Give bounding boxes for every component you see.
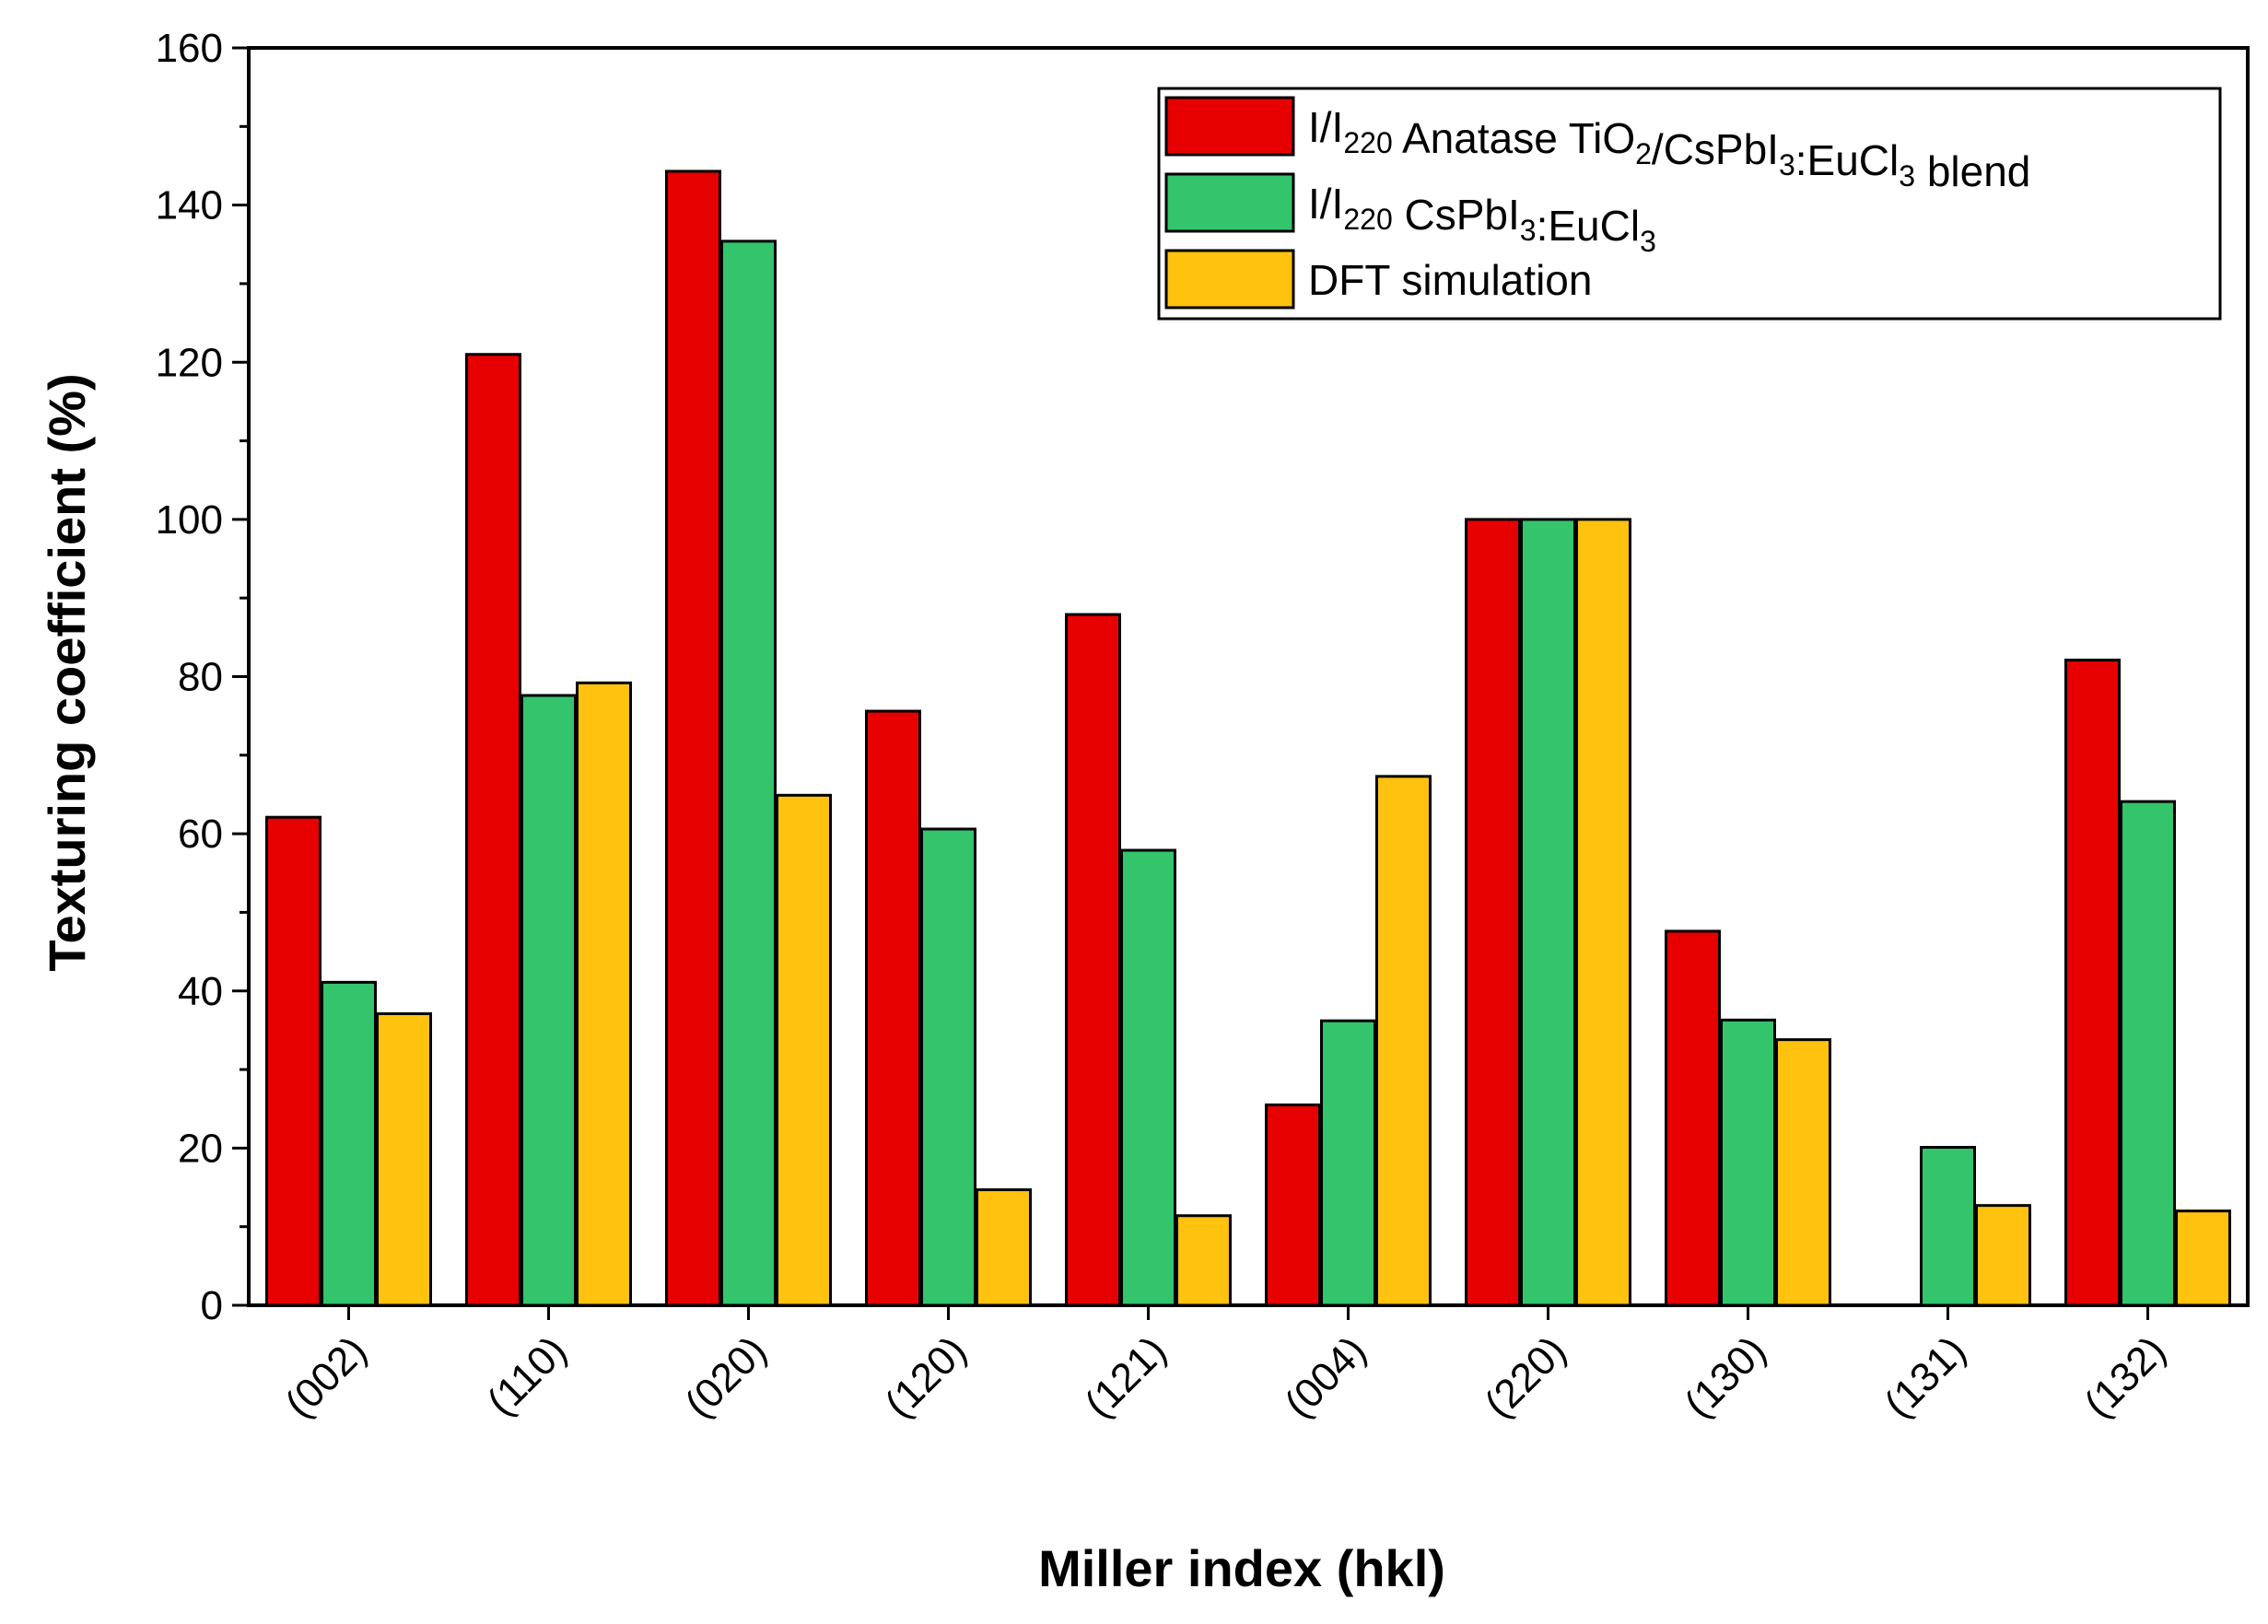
- y-tick-label: 60: [178, 812, 223, 857]
- bar-131-series-2: [1920, 1146, 1976, 1307]
- bar-131-series-3: [1975, 1204, 2031, 1307]
- x-tick-label: (130): [1676, 1327, 1774, 1426]
- axes: [232, 46, 2250, 1320]
- y-tick-label: 140: [156, 183, 223, 228]
- bar-020-series-2: [720, 240, 777, 1307]
- bar-121-series-2: [1120, 848, 1176, 1307]
- legend-swatch-1: [1164, 96, 1295, 157]
- bar-002-series-2: [321, 980, 377, 1307]
- bar-130-series-2: [1720, 1018, 1776, 1307]
- bar-132-series-2: [2120, 800, 2176, 1307]
- x-tick-label: (020): [676, 1327, 775, 1426]
- x-tick-label: (131): [1876, 1327, 1974, 1426]
- bar-120-series-1: [865, 709, 921, 1307]
- bar-220-series-3: [1575, 518, 1631, 1307]
- bar-004-series-3: [1375, 775, 1432, 1307]
- bar-220-series-2: [1520, 518, 1576, 1307]
- bar-002-series-1: [265, 815, 321, 1307]
- bar-121-series-3: [1175, 1214, 1232, 1307]
- x-axis-title: Miller index (hkl): [1038, 1539, 1445, 1597]
- legend-swatch-2: [1164, 172, 1295, 233]
- y-tick-label: 0: [201, 1283, 223, 1328]
- x-tick-label: (132): [2075, 1327, 2174, 1426]
- y-axis-title: Texturing coefficient (%): [38, 373, 96, 971]
- bar-132-series-1: [2064, 659, 2121, 1307]
- legend-box: [1157, 87, 2222, 321]
- bar-002-series-3: [376, 1011, 432, 1307]
- bar-132-series-3: [2175, 1209, 2231, 1307]
- legend-label-1: I/I220 Anatase TiO2/CsPbI3:EuCl3 blend: [1308, 103, 2030, 195]
- y-tick-label: 100: [156, 497, 223, 543]
- bar-220-series-1: [1465, 518, 1521, 1307]
- legend-swatch-3: [1164, 249, 1295, 310]
- bar-120-series-3: [976, 1188, 1032, 1307]
- legend: I/I220 Anatase TiO2/CsPbI3:EuCl3 blendI/…: [1157, 87, 2222, 321]
- bar-110-series-2: [520, 694, 577, 1307]
- y-tick-label: 160: [156, 26, 223, 71]
- bar-020-series-1: [665, 169, 721, 1307]
- bar-121-series-1: [1065, 613, 1121, 1307]
- x-tick-label: (121): [1076, 1327, 1175, 1426]
- bar-120-series-2: [920, 827, 976, 1307]
- y-tick-label: 40: [178, 969, 223, 1014]
- x-tick-label: (002): [276, 1327, 375, 1426]
- plot-frame: [247, 46, 2250, 1307]
- legend-label-3: DFT simulation: [1308, 256, 1592, 304]
- tick-labels: (002) (110) (020) (120) (121) (004) (220) (130)…: [156, 26, 2175, 1427]
- y-tick-label: 20: [178, 1126, 223, 1171]
- x-tick-label: (110): [479, 1327, 576, 1424]
- legend-label-2: I/I220 CsPbI3:EuCl3: [1308, 180, 1656, 258]
- bar-130-series-3: [1775, 1038, 1831, 1307]
- x-tick-label: (004): [1276, 1327, 1374, 1426]
- y-tick-label: 80: [178, 655, 223, 700]
- bar-020-series-3: [776, 793, 832, 1307]
- bar-004-series-2: [1320, 1019, 1376, 1307]
- bar-130-series-1: [1665, 929, 1721, 1307]
- bar-110-series-3: [576, 681, 632, 1307]
- bar-004-series-1: [1265, 1103, 1321, 1307]
- bars: [265, 169, 2231, 1307]
- bar-110-series-1: [465, 353, 521, 1307]
- y-tick-label: 120: [156, 340, 223, 385]
- x-tick-label: (120): [876, 1327, 975, 1426]
- x-tick-label: (220): [1476, 1327, 1574, 1426]
